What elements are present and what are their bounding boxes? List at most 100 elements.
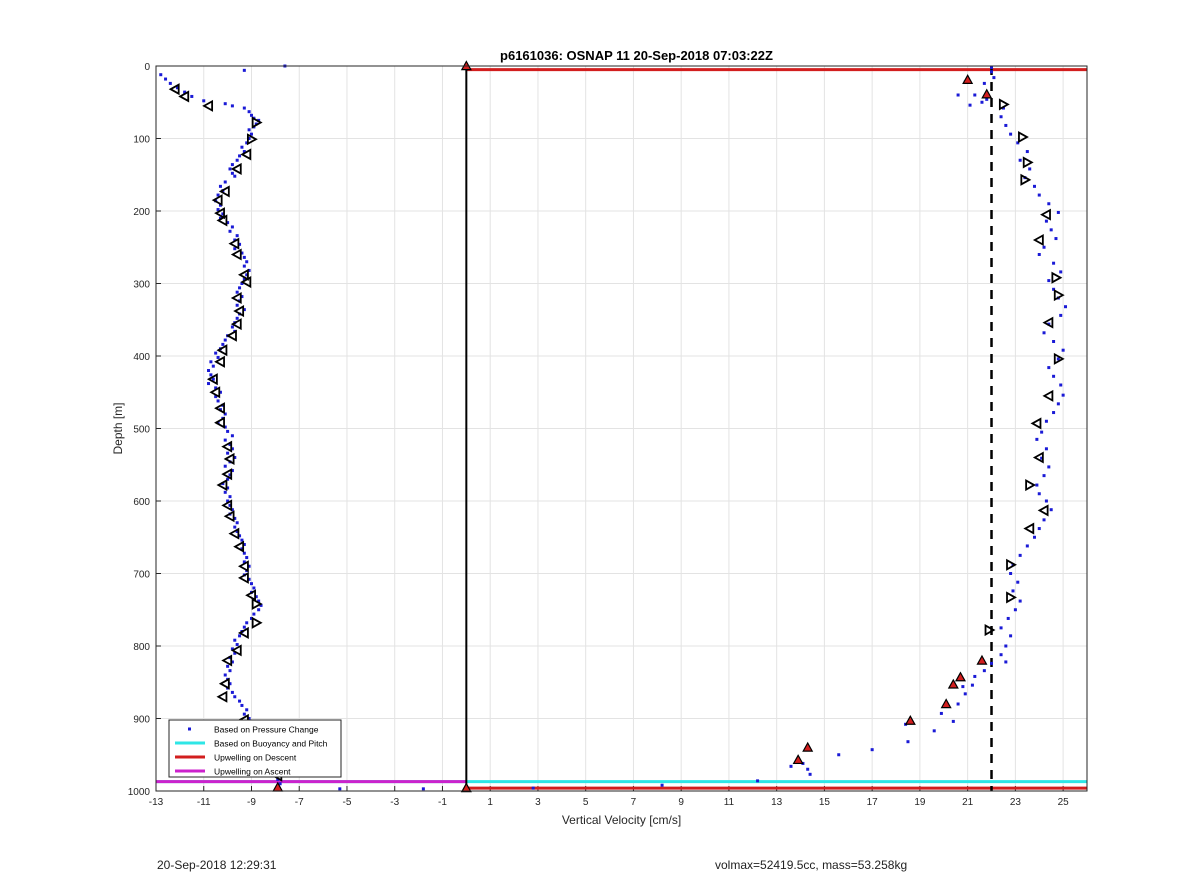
x-tick-labels: -13 -11 -9 -7 -5 -3 -1 1 3 5 7 9 11 13 15 17 19 21 23 25 [149,786,1069,808]
open-triangle-marker [221,440,233,453]
data-point [245,621,249,625]
data-point [228,669,232,673]
data-point [338,787,342,791]
data-point [230,508,234,512]
data-point [226,221,230,225]
data-point [1004,660,1008,664]
data-point [245,708,249,712]
data-point [1059,313,1063,317]
data-point [1037,193,1041,197]
data-point [223,425,227,429]
data-point [240,251,244,255]
data-point [216,355,220,359]
data-point [531,786,535,790]
open-triangle-marker [1025,479,1037,492]
data-point [1025,150,1029,154]
x-tick-label: -11 [197,797,211,808]
legend-label: Upwelling on Ascent [214,767,291,777]
open-triangle-marker [221,468,233,481]
data-point [806,767,810,771]
data-point [221,342,225,346]
data-point [1009,634,1013,638]
data-point [660,783,664,787]
data-point [230,447,234,451]
data-point [228,682,232,686]
open-triangle-marker [216,344,228,357]
data-point [970,683,974,687]
data-point [202,99,206,103]
open-triangle-marker [1020,173,1032,186]
data-point [1052,374,1056,378]
open-triangle-marker [226,329,237,342]
y-tick-label: 200 [133,207,150,218]
data-point [235,316,239,320]
data-point [183,90,187,94]
data-point [1004,123,1008,127]
open-triangle-marker [209,386,221,399]
data-point [228,495,232,499]
x-tick-label: -1 [438,797,447,808]
data-point [999,653,1003,657]
data-point [1064,305,1068,309]
data-point [233,525,237,529]
plot-area [156,60,1087,793]
data-point [1016,580,1020,584]
data-point [233,516,237,520]
open-triangle-marker [223,510,235,523]
open-triangle-marker [230,162,242,175]
data-point [257,599,261,603]
open-triangle-marker [202,99,214,112]
data-point [226,664,230,668]
data-point [1001,106,1005,110]
data-point [240,295,244,299]
data-point [1049,228,1053,232]
data-point [242,68,246,72]
open-triangle-marker [230,644,242,657]
y-tick-label: 300 [133,280,150,291]
open-triangle-marker [240,276,252,289]
legend-label: Based on Pressure Change [214,725,319,735]
data-point [1011,563,1015,567]
data-point [247,268,251,272]
open-triangle-marker [1032,451,1044,464]
data-point [1061,393,1065,397]
data-point [247,128,251,132]
data-point [421,787,425,791]
data-point [233,695,237,699]
open-triangle-marker [230,318,242,331]
data-point [245,141,249,145]
open-triangle-marker [214,416,225,429]
data-point [1028,167,1032,171]
data-point [961,685,965,689]
y-axis-label: Depth [m] [111,402,125,454]
axes-frame [155,65,1088,792]
data-point [1018,158,1022,162]
open-triangle-marker [168,83,180,96]
data-point [159,73,163,77]
open-triangle-marker [223,452,235,465]
data-point [249,582,253,586]
data-point [240,282,244,285]
data-point [939,711,943,715]
data-point [1035,483,1039,487]
data-point [247,110,251,114]
data-point [1044,499,1048,503]
x-tick-label: -5 [343,797,352,808]
legend-swatch [188,727,191,731]
open-triangle-marker [237,571,249,584]
data-point [190,94,194,98]
data-point [245,556,249,560]
data-point [214,395,218,399]
data-point [223,438,227,442]
open-triangle-marker [237,268,249,281]
data-point [1042,474,1046,478]
data-point [238,534,242,538]
data-point [247,577,251,581]
data-point [223,490,227,494]
data-point [223,102,227,106]
data-point [228,473,232,477]
data-point [254,122,258,126]
x-tick-label: 23 [1010,797,1022,808]
data-point [235,158,239,162]
data-point [211,377,215,381]
